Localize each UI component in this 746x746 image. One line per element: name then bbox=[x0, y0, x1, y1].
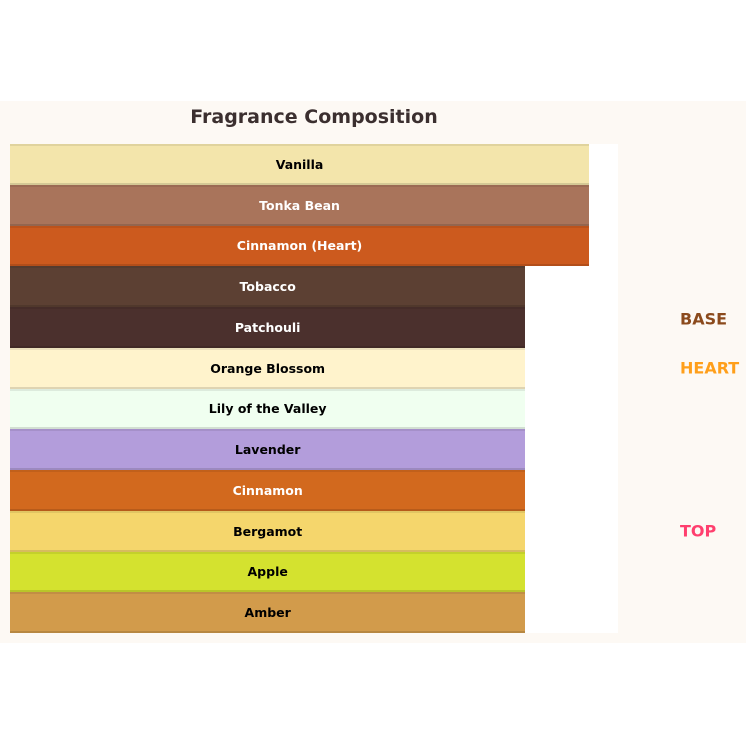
category-label-top: TOP bbox=[680, 521, 717, 541]
chart-title: Fragrance Composition bbox=[190, 106, 438, 128]
bar-label: Bergamot bbox=[233, 523, 303, 539]
bar-label: Lily of the Valley bbox=[208, 401, 327, 417]
category-label-base: BASE bbox=[680, 309, 728, 329]
bar-label: Cinnamon bbox=[232, 482, 303, 498]
bar-label: Cinnamon (Heart) bbox=[236, 238, 363, 254]
bar-lily-of-the-valley: Lily of the Valley bbox=[10, 388, 526, 430]
bar-cinnamon: Cinnamon bbox=[10, 470, 526, 511]
bar-label: Lavender bbox=[234, 442, 301, 458]
bar-label: Tobacco bbox=[239, 279, 296, 295]
bar-lavender: Lavender bbox=[10, 429, 526, 470]
bar-label: Apple bbox=[247, 564, 288, 580]
bar-orange-blossom: Orange Blossom bbox=[10, 347, 526, 389]
bar-apple: Apple bbox=[10, 551, 526, 593]
bar-amber: Amber bbox=[10, 592, 526, 633]
category-label-heart: HEART bbox=[680, 358, 740, 378]
bar-label: Amber bbox=[244, 605, 291, 621]
bar-vanilla: Vanilla bbox=[10, 144, 590, 185]
bar-tobacco: Tobacco bbox=[10, 266, 526, 307]
plot-area: Vanilla Tonka Bean Cinnamon (Heart) Tobacco… bbox=[10, 144, 618, 633]
bar-label: Patchouli bbox=[234, 319, 301, 335]
bar-label: Orange Blossom bbox=[210, 360, 326, 376]
bar-patchouli: Patchouli bbox=[10, 307, 526, 348]
bar-label: Vanilla bbox=[275, 156, 324, 172]
bar-label: Tonka Bean bbox=[259, 197, 340, 213]
bar-tonka-bean: Tonka Bean bbox=[10, 184, 590, 226]
bar-cinnamon-heart: Cinnamon (Heart) bbox=[10, 225, 590, 267]
bar-bergamot: Bergamot bbox=[10, 510, 526, 552]
